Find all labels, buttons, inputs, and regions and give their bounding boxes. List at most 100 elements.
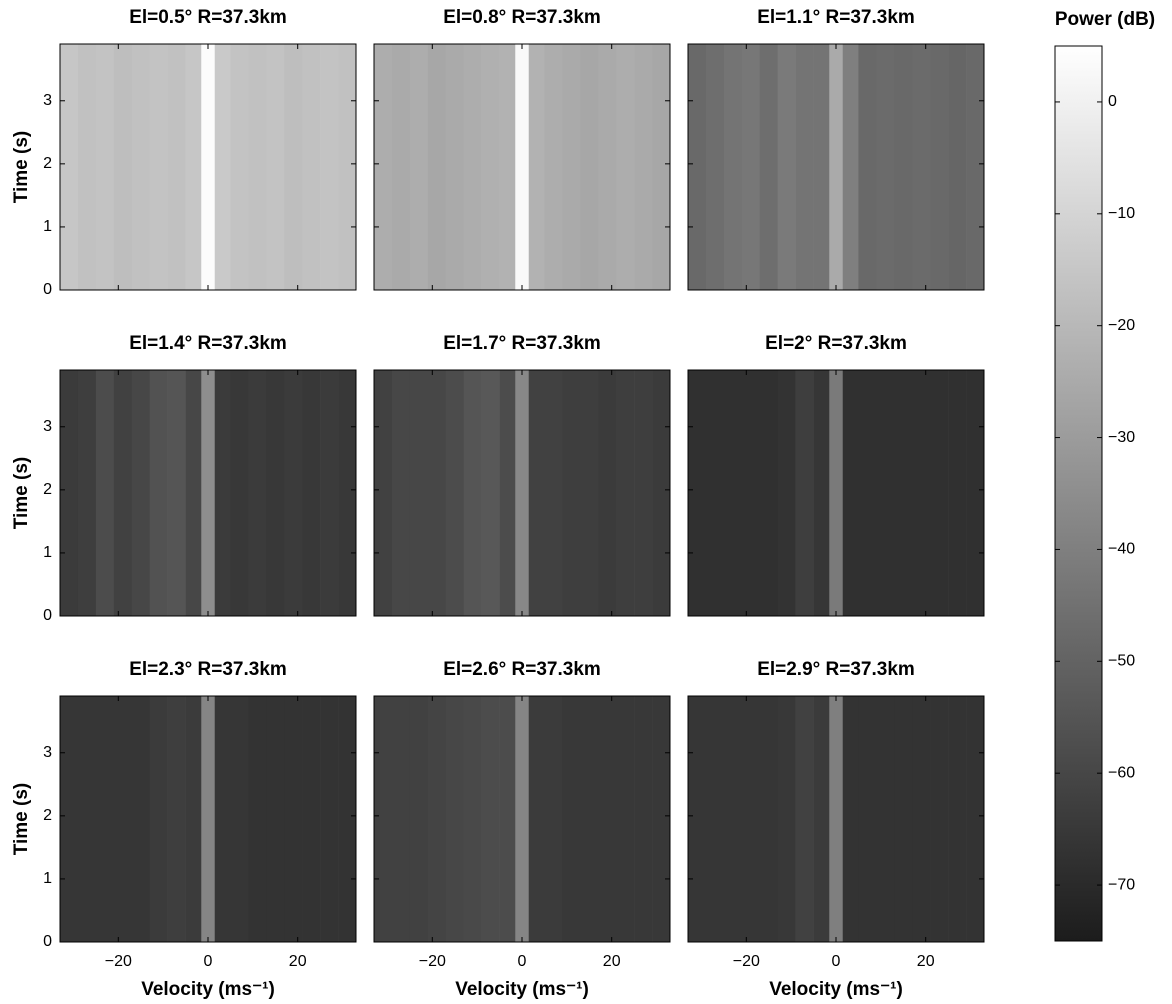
- y-tick-label: 0: [43, 607, 52, 624]
- cell: [215, 370, 231, 616]
- cell: [760, 44, 778, 290]
- cell: [760, 696, 778, 942]
- cell: [894, 696, 912, 942]
- cell: [230, 44, 248, 290]
- y-axis-label: Time (s): [11, 783, 32, 856]
- cell: [562, 370, 580, 616]
- x-tick-label: 0: [832, 953, 841, 970]
- cell: [580, 44, 598, 290]
- cell: [230, 370, 248, 616]
- cell: [446, 696, 464, 942]
- panel-title: El=1.7° R=37.3km: [443, 333, 601, 354]
- panel-title: El=0.5° R=37.3km: [129, 7, 287, 28]
- cell: [724, 696, 742, 942]
- cell: [724, 370, 742, 616]
- x-axis-label: Velocity (ms⁻¹): [455, 979, 589, 1000]
- cell: [302, 44, 320, 290]
- cell: [168, 696, 186, 942]
- cell: [464, 44, 482, 290]
- cell: [912, 370, 930, 616]
- cell: [500, 370, 516, 616]
- cell: [544, 370, 562, 616]
- cell: [374, 370, 392, 616]
- cell: [634, 44, 652, 290]
- cell: [186, 370, 202, 616]
- cell: [706, 696, 724, 942]
- cell: [829, 370, 843, 616]
- cell: [688, 696, 706, 942]
- cell: [796, 696, 814, 942]
- y-tick-label: 2: [43, 155, 52, 172]
- panel-title: El=2.6° R=37.3km: [443, 659, 601, 680]
- cell: [215, 44, 231, 290]
- cell: [201, 370, 215, 616]
- x-tick-label: 20: [603, 953, 621, 970]
- cell: [338, 44, 356, 290]
- colorbar-title: Power (dB): [1055, 9, 1155, 30]
- cell: [248, 696, 266, 942]
- cell: [150, 696, 168, 942]
- cell: [392, 370, 410, 616]
- cell: [266, 370, 284, 616]
- cell: [814, 370, 830, 616]
- cell: [201, 696, 215, 942]
- cell: [948, 370, 966, 616]
- cell: [266, 44, 284, 290]
- cell: [284, 696, 302, 942]
- y-tick-label: 3: [43, 92, 52, 109]
- cell: [132, 370, 150, 616]
- panel-title: El=2° R=37.3km: [765, 333, 907, 354]
- cell: [829, 696, 843, 942]
- cell: [562, 696, 580, 942]
- cell: [464, 370, 482, 616]
- colorbar: [1055, 46, 1102, 941]
- cell: [168, 370, 186, 616]
- cell: [60, 696, 78, 942]
- cell: [515, 696, 529, 942]
- cell: [742, 696, 760, 942]
- cell: [374, 696, 392, 942]
- cell: [482, 370, 500, 616]
- cell: [284, 370, 302, 616]
- cell: [858, 696, 876, 942]
- cell: [446, 370, 464, 616]
- cell: [580, 696, 598, 942]
- cell: [930, 44, 948, 290]
- cell: [814, 696, 830, 942]
- cell: [796, 370, 814, 616]
- panel-title: El=2.9° R=37.3km: [757, 659, 915, 680]
- cell: [96, 44, 114, 290]
- x-axis-label: Velocity (ms⁻¹): [769, 979, 903, 1000]
- cell: [320, 370, 338, 616]
- cell: [966, 44, 984, 290]
- cell: [302, 370, 320, 616]
- cell: [150, 44, 168, 290]
- cell: [598, 696, 616, 942]
- y-tick-label: 3: [43, 744, 52, 761]
- cell: [858, 44, 876, 290]
- cell: [320, 696, 338, 942]
- cell: [482, 44, 500, 290]
- cell: [876, 44, 894, 290]
- cell: [500, 696, 516, 942]
- cell: [78, 696, 96, 942]
- y-tick-label: 3: [43, 418, 52, 435]
- panel-title: El=1.4° R=37.3km: [129, 333, 287, 354]
- x-axis-label: Velocity (ms⁻¹): [141, 979, 275, 1000]
- cell: [688, 370, 706, 616]
- cell: [410, 44, 428, 290]
- cell: [266, 696, 284, 942]
- cell: [814, 44, 830, 290]
- cell: [544, 696, 562, 942]
- cell: [724, 44, 742, 290]
- cell: [894, 44, 912, 290]
- cell: [482, 696, 500, 942]
- y-tick-label: 2: [43, 481, 52, 498]
- cell: [60, 44, 78, 290]
- cell: [912, 44, 930, 290]
- colorbar-tick-label: −10: [1108, 205, 1135, 222]
- cell: [410, 696, 428, 942]
- y-tick-label: 1: [43, 218, 52, 235]
- cell: [948, 696, 966, 942]
- cell: [248, 370, 266, 616]
